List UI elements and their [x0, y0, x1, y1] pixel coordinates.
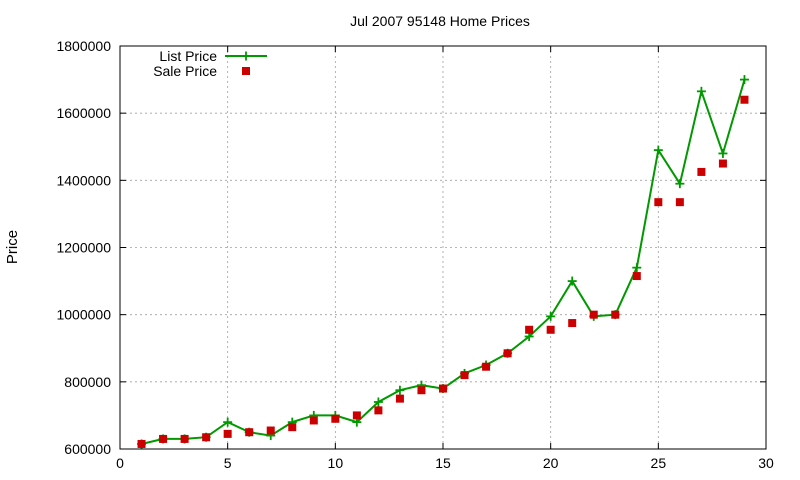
- sale-price-point: [266, 426, 275, 435]
- sale-price-point: [223, 429, 232, 438]
- sale-price-point: [245, 428, 254, 437]
- list-price-point: [739, 75, 749, 85]
- x-tick-label: 30: [758, 455, 774, 471]
- sale-price-point: [395, 394, 404, 403]
- legend-marker-list-price: [241, 51, 251, 61]
- list-price-point: [395, 385, 405, 395]
- sale-price-point: [568, 319, 577, 328]
- sale-price-point: [309, 416, 318, 425]
- list-price-point: [223, 417, 233, 427]
- legend-label-sale-price: Sale Price: [153, 63, 217, 79]
- sale-price-point: [202, 433, 211, 442]
- x-tick-label: 0: [116, 455, 124, 471]
- y-axis-label: Price: [4, 230, 21, 264]
- x-tick-label: 10: [328, 455, 344, 471]
- x-tick-label: 20: [543, 455, 559, 471]
- y-tick-label: 1200000: [56, 240, 111, 256]
- y-tick-label: 800000: [64, 374, 111, 390]
- sale-price-point: [697, 167, 706, 176]
- sale-price-point: [352, 411, 361, 420]
- sale-price-point: [546, 325, 555, 334]
- y-tick-label: 600000: [64, 441, 111, 457]
- legend-label-list-price: List Price: [159, 48, 217, 64]
- sale-price-point: [632, 272, 641, 281]
- sale-price-point: [374, 406, 383, 415]
- sale-price-point: [740, 95, 749, 104]
- sale-price-point: [288, 423, 297, 432]
- sale-price-point: [611, 310, 620, 319]
- list-price-point: [653, 145, 663, 155]
- list-price-point: [567, 276, 577, 286]
- sale-price-point: [589, 310, 598, 319]
- grid-lines: [120, 46, 766, 449]
- list-price-point: [675, 179, 685, 189]
- legend-marker-sale-price: [242, 67, 250, 75]
- sale-price-point: [137, 439, 146, 448]
- sale-price-point: [159, 434, 168, 443]
- sale-price-point: [654, 198, 663, 207]
- series-group: [137, 75, 749, 449]
- sale-price-point: [525, 325, 534, 334]
- list-price-point: [718, 148, 728, 158]
- sale-price-point: [331, 414, 340, 423]
- x-tick-label: 5: [224, 455, 232, 471]
- sale-price-point: [460, 371, 469, 380]
- plot-frame: [119, 45, 767, 450]
- x-tick-label: 15: [435, 455, 451, 471]
- sale-price-point: [482, 362, 491, 371]
- list-price-point: [632, 263, 642, 273]
- list-price-point: [696, 86, 706, 96]
- y-tick-label: 1800000: [56, 38, 111, 54]
- sale-price-point: [675, 198, 684, 207]
- chart-title: Jul 2007 95148 Home Prices: [350, 13, 530, 29]
- list-price-point: [373, 397, 383, 407]
- x-tick-label: 25: [651, 455, 667, 471]
- sale-price-point: [503, 349, 512, 358]
- sale-price-point: [180, 434, 189, 443]
- sale-price-point: [439, 384, 447, 393]
- list-price-point: [546, 311, 556, 321]
- axis-ticks: 0 5 10 15 20 25 30 600000 800000 1000000 1200000 14…: [56, 38, 774, 471]
- y-tick-label: 1000000: [56, 307, 111, 323]
- y-tick-label: 1400000: [56, 172, 111, 188]
- legend: List Price Sale Price: [153, 48, 267, 79]
- sale-price-point: [718, 159, 727, 168]
- sale-price-point: [417, 386, 426, 395]
- y-tick-label: 1600000: [56, 105, 111, 121]
